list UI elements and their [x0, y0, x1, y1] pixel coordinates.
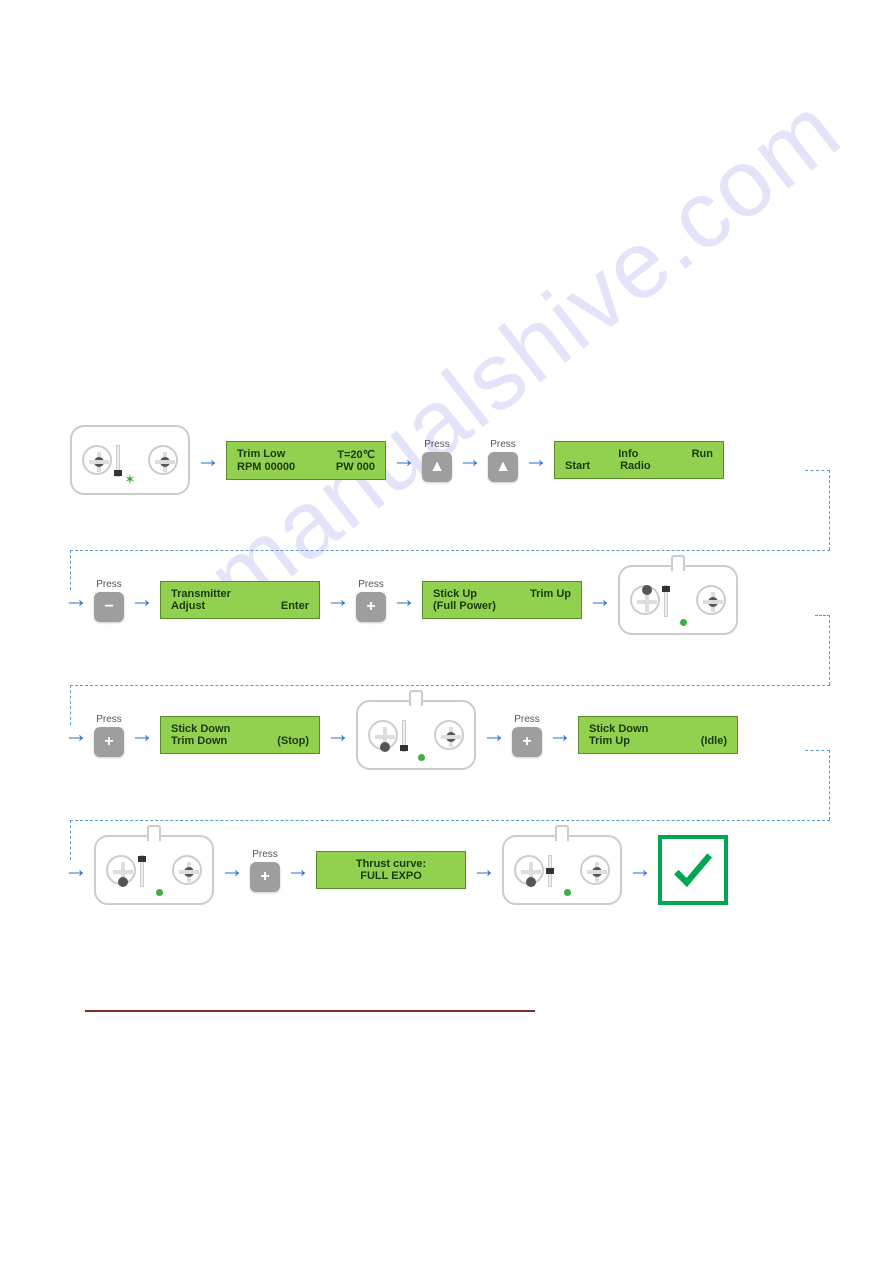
controller-icon: ✶: [70, 425, 190, 495]
arrow-icon: →: [130, 586, 154, 614]
flow-row-2: → Press − → Transmitter AdjustEnter → Pr…: [70, 555, 830, 645]
display-transmitter: Transmitter AdjustEnter: [160, 581, 320, 619]
flow-row-4: → → Press + → Thrust curve: FULL EXPO → …: [70, 825, 830, 915]
controller-icon: [618, 565, 738, 635]
arrow-icon: →: [482, 721, 506, 749]
arrow-icon: →: [326, 586, 350, 614]
checkmark-icon: [658, 835, 728, 905]
arrow-icon: →: [628, 856, 652, 884]
controller-icon: [94, 835, 214, 905]
triangle-up-icon: ▲: [488, 452, 518, 482]
display-thrust-curve: Thrust curve: FULL EXPO: [316, 851, 466, 889]
display-trim-low: Trim LowT=20℃ RPM 00000PW 000: [226, 441, 386, 480]
arrow-icon: →: [524, 446, 548, 474]
dashed-connector: [70, 685, 830, 686]
led-icon: [418, 754, 425, 761]
dashed-connector: [815, 615, 830, 685]
plus-icon: +: [94, 727, 124, 757]
arrow-icon: →: [196, 446, 220, 474]
arrow-icon: →: [588, 586, 612, 614]
plus-icon: +: [512, 727, 542, 757]
flow-row-1: ✶ → Trim LowT=20℃ RPM 00000PW 000 → Pres…: [70, 415, 830, 505]
arrow-icon: →: [458, 446, 482, 474]
controller-icon: [502, 835, 622, 905]
up-button[interactable]: Press ▲: [488, 439, 518, 482]
dashed-connector: [805, 750, 830, 820]
arrow-icon: →: [548, 721, 572, 749]
arrow-icon: →: [220, 856, 244, 884]
arrow-icon: →: [130, 721, 154, 749]
flowchart: ✶ → Trim LowT=20℃ RPM 00000PW 000 → Pres…: [70, 415, 830, 923]
controller-icon: [356, 700, 476, 770]
led-icon: [564, 889, 571, 896]
arrow-icon: →: [392, 446, 416, 474]
plus-icon: +: [356, 592, 386, 622]
led-icon: [680, 619, 687, 626]
arrow-icon: →: [64, 856, 88, 884]
plus-icon: +: [250, 862, 280, 892]
dashed-connector: [70, 820, 830, 821]
arrow-icon: →: [472, 856, 496, 884]
display-stick-down-idle: Stick Down Trim Up(Idle): [578, 716, 738, 754]
display-start-menu: InfoRun StartRadio: [554, 441, 724, 479]
minus-icon: −: [94, 592, 124, 622]
display-stick-down-stop: Stick Down Trim Down(Stop): [160, 716, 320, 754]
plus-button[interactable]: Press +: [512, 714, 542, 757]
minus-button[interactable]: Press −: [94, 579, 124, 622]
up-button[interactable]: Press ▲: [422, 439, 452, 482]
flow-row-3: → Press + → Stick Down Trim Down(Stop) →…: [70, 690, 830, 780]
led-icon: [156, 889, 163, 896]
arrow-icon: →: [64, 586, 88, 614]
arrow-icon: →: [326, 721, 350, 749]
arrow-icon: →: [64, 721, 88, 749]
dashed-connector: [70, 550, 830, 551]
section-underline: [85, 1010, 535, 1012]
plus-button[interactable]: Press +: [356, 579, 386, 622]
triangle-up-icon: ▲: [422, 452, 452, 482]
dashed-connector: [805, 470, 830, 550]
arrow-icon: →: [392, 586, 416, 614]
arrow-icon: →: [286, 856, 310, 884]
sparkle-icon: ✶: [124, 471, 136, 488]
plus-button[interactable]: Press +: [94, 714, 124, 757]
plus-button[interactable]: Press +: [250, 849, 280, 892]
display-stick-up: Stick UpTrim Up (Full Power): [422, 581, 582, 619]
